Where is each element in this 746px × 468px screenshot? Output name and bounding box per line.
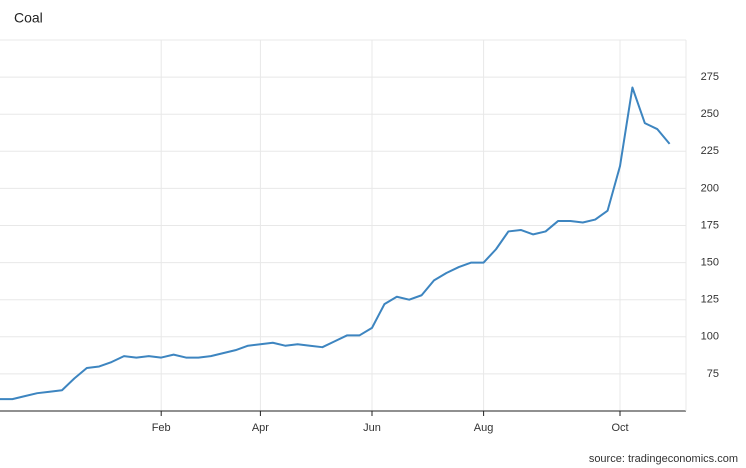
- y-tick-label: 75: [707, 368, 719, 380]
- y-tick-label: 125: [701, 294, 719, 306]
- y-tick-label: 175: [701, 219, 719, 231]
- y-tick-label: 100: [701, 331, 719, 343]
- y-tick-label: 275: [701, 71, 719, 83]
- x-tick-label: Feb: [152, 422, 171, 434]
- x-tick-label: Apr: [252, 422, 269, 434]
- source-note: source: tradingeconomics.com: [589, 453, 738, 465]
- y-tick-label: 225: [701, 145, 719, 157]
- y-tick-label: 200: [701, 182, 719, 194]
- price-line: [0, 86, 671, 401]
- y-tick-label: 250: [701, 108, 719, 120]
- y-tick-label: 150: [701, 257, 719, 269]
- x-tick-label: Aug: [474, 422, 494, 434]
- x-tick-label: Oct: [611, 422, 628, 434]
- x-tick-label: Jun: [363, 422, 381, 434]
- chart-title: Coal: [14, 10, 43, 26]
